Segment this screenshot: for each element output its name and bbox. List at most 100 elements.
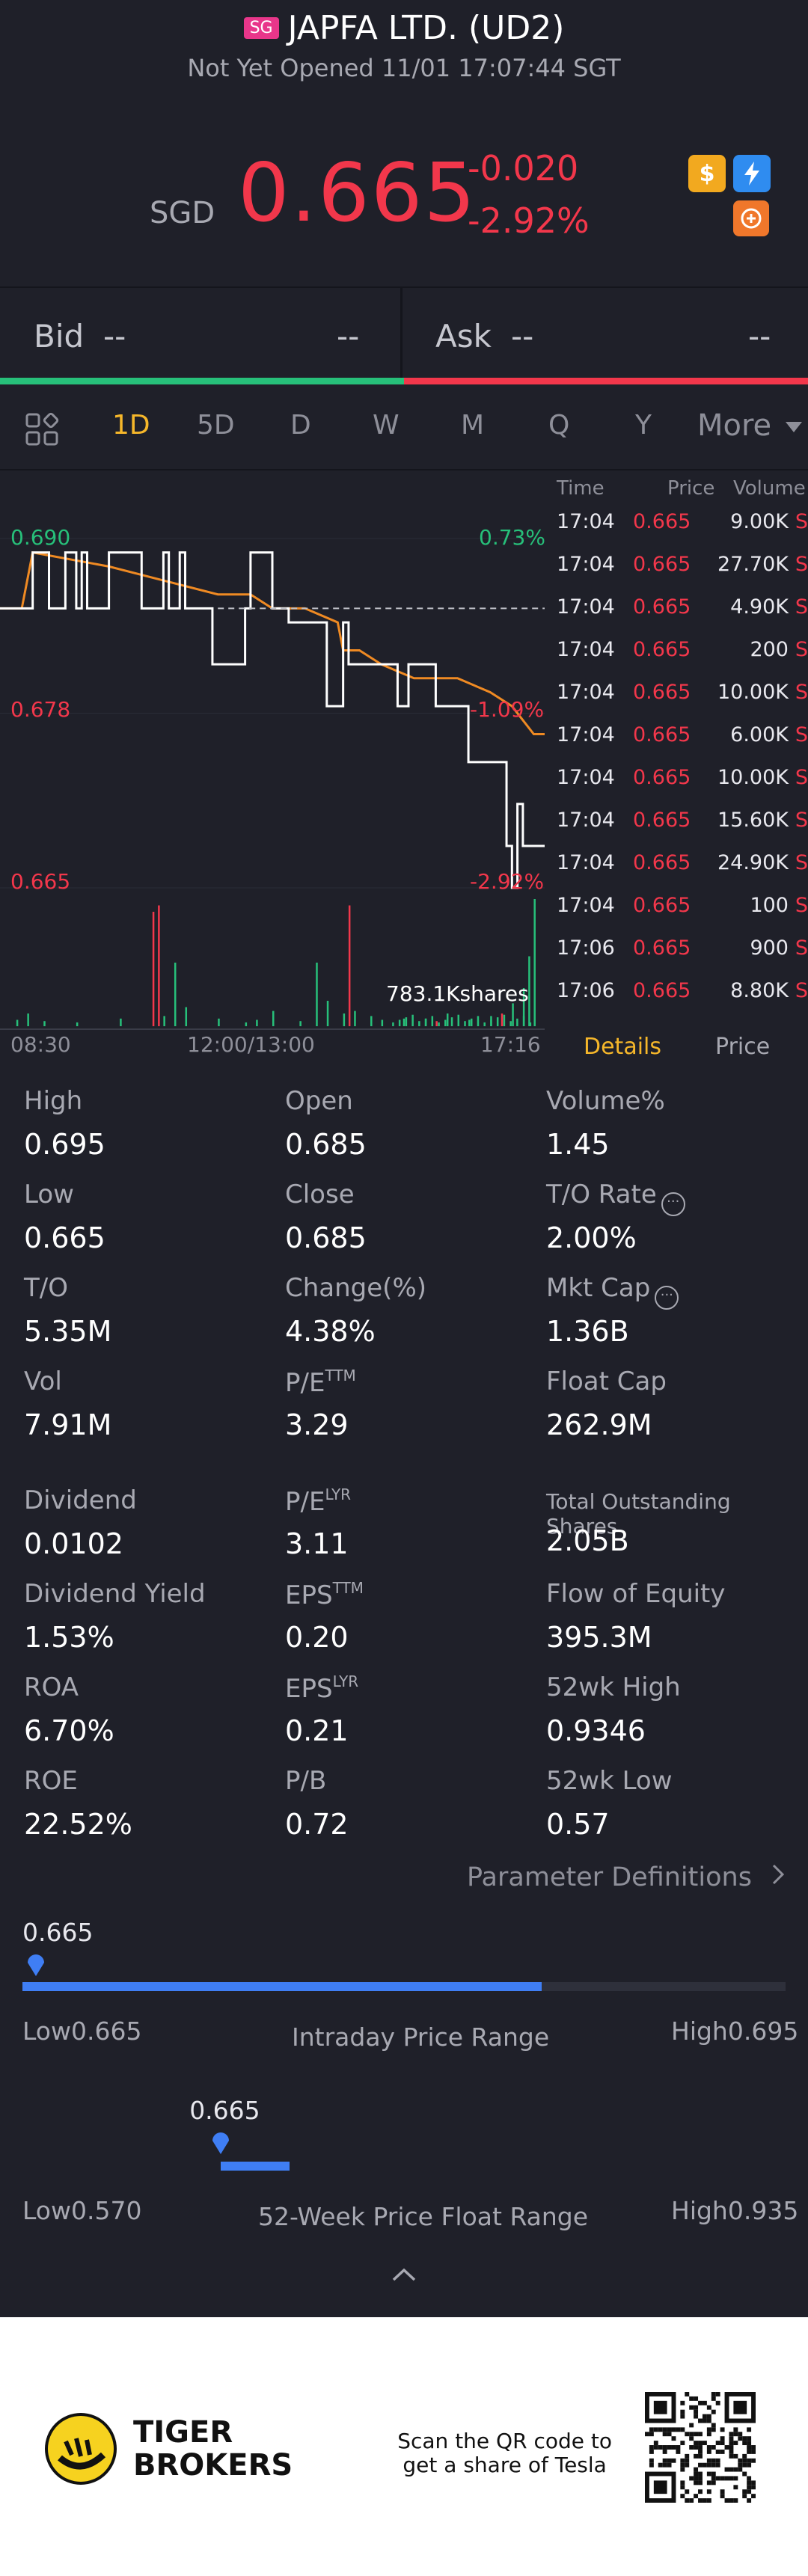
volume-bar <box>185 1007 188 1026</box>
volume-bar <box>27 1013 29 1026</box>
tab-price[interactable]: Price <box>715 1034 771 1060</box>
quote-header: SG JAPFA LTD. (UD2) Not Yet Opened 11/01 … <box>0 0 808 288</box>
brand-line1: TIGER <box>133 2415 233 2450</box>
volume-bar <box>512 1003 514 1026</box>
collapse-chevron-icon[interactable] <box>391 2266 417 2286</box>
lightning-icon[interactable] <box>733 155 771 192</box>
dollar-icon[interactable]: $ <box>688 155 726 192</box>
intraday-low: Low0.665 <box>22 2017 141 2046</box>
tick-price: 0.665 <box>633 766 691 789</box>
tab-details[interactable]: Details <box>584 1034 662 1060</box>
period-tabs: 1D 5D D W M Q Y More <box>0 384 808 470</box>
volume-bar <box>120 1018 122 1026</box>
tab-more[interactable]: More <box>697 408 772 443</box>
volume-bar <box>343 1013 346 1026</box>
float-cap-label: Float Cap <box>546 1367 667 1396</box>
volume-bar <box>468 1019 471 1026</box>
tick-price: 0.665 <box>633 595 691 619</box>
volume-bar <box>163 1016 165 1026</box>
tab-m[interactable]: M <box>461 410 485 441</box>
more-info-icon[interactable]: ··· <box>655 1286 679 1310</box>
tab-5d[interactable]: 5D <box>197 410 235 441</box>
tick-list[interactable]: Time Price Volume 17:04 0.665 9.00K S 17:04 0… <box>552 473 808 1034</box>
pct-label-top: 0.73% <box>479 525 545 550</box>
week52-high: High0.935 <box>671 2196 798 2225</box>
tick-time: 17:04 <box>557 851 615 874</box>
volume-bar <box>392 1022 394 1026</box>
intraday-marker-icon <box>25 1951 46 1981</box>
volume-bar <box>418 1021 420 1026</box>
change-value: 4.38% <box>285 1315 376 1348</box>
tick-volume: 8.80K <box>730 979 789 1002</box>
volume-max-label: 783.1Kshares <box>386 981 529 1006</box>
portfolio-icon[interactable] <box>733 200 769 236</box>
tick-volume: 10.00K <box>717 681 789 704</box>
tick-row: 17:04 0.665 4.90K S <box>552 586 808 629</box>
week52-range-fill <box>221 2162 290 2171</box>
tab-w[interactable]: W <box>373 410 400 441</box>
tab-y[interactable]: Y <box>635 410 652 441</box>
volume-bar <box>43 1021 46 1026</box>
eps-ttm-text: EPS <box>285 1580 333 1610</box>
ask-price: -- <box>511 318 534 355</box>
tick-time: 17:04 <box>557 723 615 746</box>
volume-bar <box>533 899 536 1026</box>
intraday-range-track <box>22 1982 786 1991</box>
volume-bar <box>496 1017 499 1026</box>
parameter-definitions-text: Parameter Definitions <box>467 1862 752 1892</box>
x-label-start: 08:30 <box>10 1032 71 1057</box>
tick-row: 17:04 0.665 6.00K S <box>552 714 808 757</box>
parameter-definitions-link[interactable]: Parameter Definitions <box>467 1862 786 1892</box>
tick-side: S <box>795 766 808 789</box>
pe-ttm-label: P/ETTM <box>285 1367 356 1398</box>
tick-row: 17:06 0.665 8.80K S <box>552 970 808 1013</box>
eps-lyr-sup: LYR <box>332 1672 359 1690</box>
intraday-chart[interactable]: 0.690 0.678 0.665 0.73% -1.09% -2.92% 78… <box>0 473 550 1057</box>
high-value: 0.695 <box>24 1128 105 1161</box>
turnover-label: T/O <box>24 1273 68 1303</box>
currency-label: SGD <box>150 196 215 230</box>
more-info-icon[interactable]: ··· <box>661 1192 685 1216</box>
stock-title[interactable]: SG JAPFA LTD. (UD2) <box>0 9 808 47</box>
volume-bar <box>446 1013 449 1026</box>
intraday-high-value: 0.695 <box>727 2017 799 2046</box>
eps-lyr-text: EPS <box>285 1674 333 1704</box>
tick-row: 17:04 0.665 100 S <box>552 885 808 927</box>
volume-bar <box>370 1016 373 1026</box>
tick-side: S <box>795 510 808 533</box>
tick-side: S <box>795 851 808 874</box>
tick-side: S <box>795 638 808 661</box>
volume-bar <box>529 1022 532 1026</box>
volume-bar <box>152 912 155 1026</box>
chevron-right-icon <box>771 1862 786 1892</box>
tab-d[interactable]: D <box>290 410 311 441</box>
intraday-high-label: High <box>671 2017 728 2046</box>
tick-side: S <box>795 809 808 832</box>
volume-pct-label: Volume% <box>546 1086 665 1116</box>
tick-time: 17:06 <box>557 936 615 960</box>
mkt-cap-value: 1.36B <box>546 1315 629 1348</box>
tab-1d[interactable]: 1D <box>112 410 150 441</box>
tick-side: S <box>795 894 808 917</box>
volume-bar <box>348 905 351 1026</box>
volume-bar <box>326 1001 329 1026</box>
intraday-range-title: Intraday Price Range <box>292 2023 550 2052</box>
high-label: High <box>24 1086 83 1116</box>
mkt-cap-label: Mkt Cap ··· <box>546 1273 679 1310</box>
more-dropdown-icon[interactable] <box>786 422 802 432</box>
tick-row: 17:04 0.665 200 S <box>552 629 808 672</box>
tick-side: S <box>795 936 808 960</box>
wk52-low-value: 0.57 <box>546 1808 610 1841</box>
stock-name: JAPFA LTD. (UD2) <box>287 9 565 47</box>
ask-ratio-bar <box>404 378 808 384</box>
dividend-label: Dividend <box>24 1485 137 1515</box>
qr-caption-line2: get a share of Tesla <box>403 2453 607 2477</box>
tick-volume: 9.00K <box>730 510 789 533</box>
volume-bar <box>457 1014 460 1026</box>
volume-bar <box>403 1018 405 1026</box>
tick-header-volume: Volume <box>733 477 806 500</box>
layout-grid-icon[interactable] <box>24 411 60 450</box>
promo-footer: TIGER BROKERS Scan the QR code to get a … <box>0 2317 808 2576</box>
tab-q[interactable]: Q <box>548 410 570 441</box>
dividend-value: 0.0102 <box>24 1527 123 1560</box>
